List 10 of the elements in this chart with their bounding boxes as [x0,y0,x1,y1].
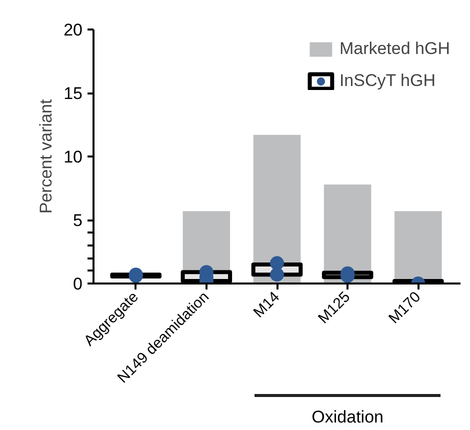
y-axis-title: Percent variant [36,99,56,214]
x-tick-label: M14 [250,288,284,322]
text: Oxidation [312,408,384,426]
y-tick-label: 5 [73,211,83,230]
legend-label: Marketed hGH [339,39,450,59]
legend-label: InSCyT hGH [339,71,436,91]
y-tick-label: 20 [64,20,83,40]
y-tick-label: 15 [64,84,83,103]
y-tick-label: 0 [73,274,83,294]
y-tick-label: 10 [64,148,83,166]
